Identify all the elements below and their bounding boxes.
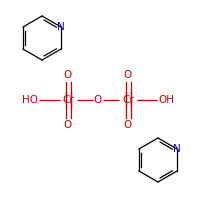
Text: N: N: [57, 22, 65, 32]
Text: O: O: [124, 70, 132, 80]
Text: O: O: [64, 70, 72, 80]
Text: O: O: [124, 120, 132, 130]
Text: HO: HO: [22, 95, 38, 105]
Text: Cr: Cr: [122, 95, 134, 105]
Text: Cr: Cr: [62, 95, 74, 105]
Text: OH: OH: [158, 95, 174, 105]
Text: O: O: [64, 120, 72, 130]
Text: O: O: [94, 95, 102, 105]
Text: N: N: [173, 144, 181, 154]
